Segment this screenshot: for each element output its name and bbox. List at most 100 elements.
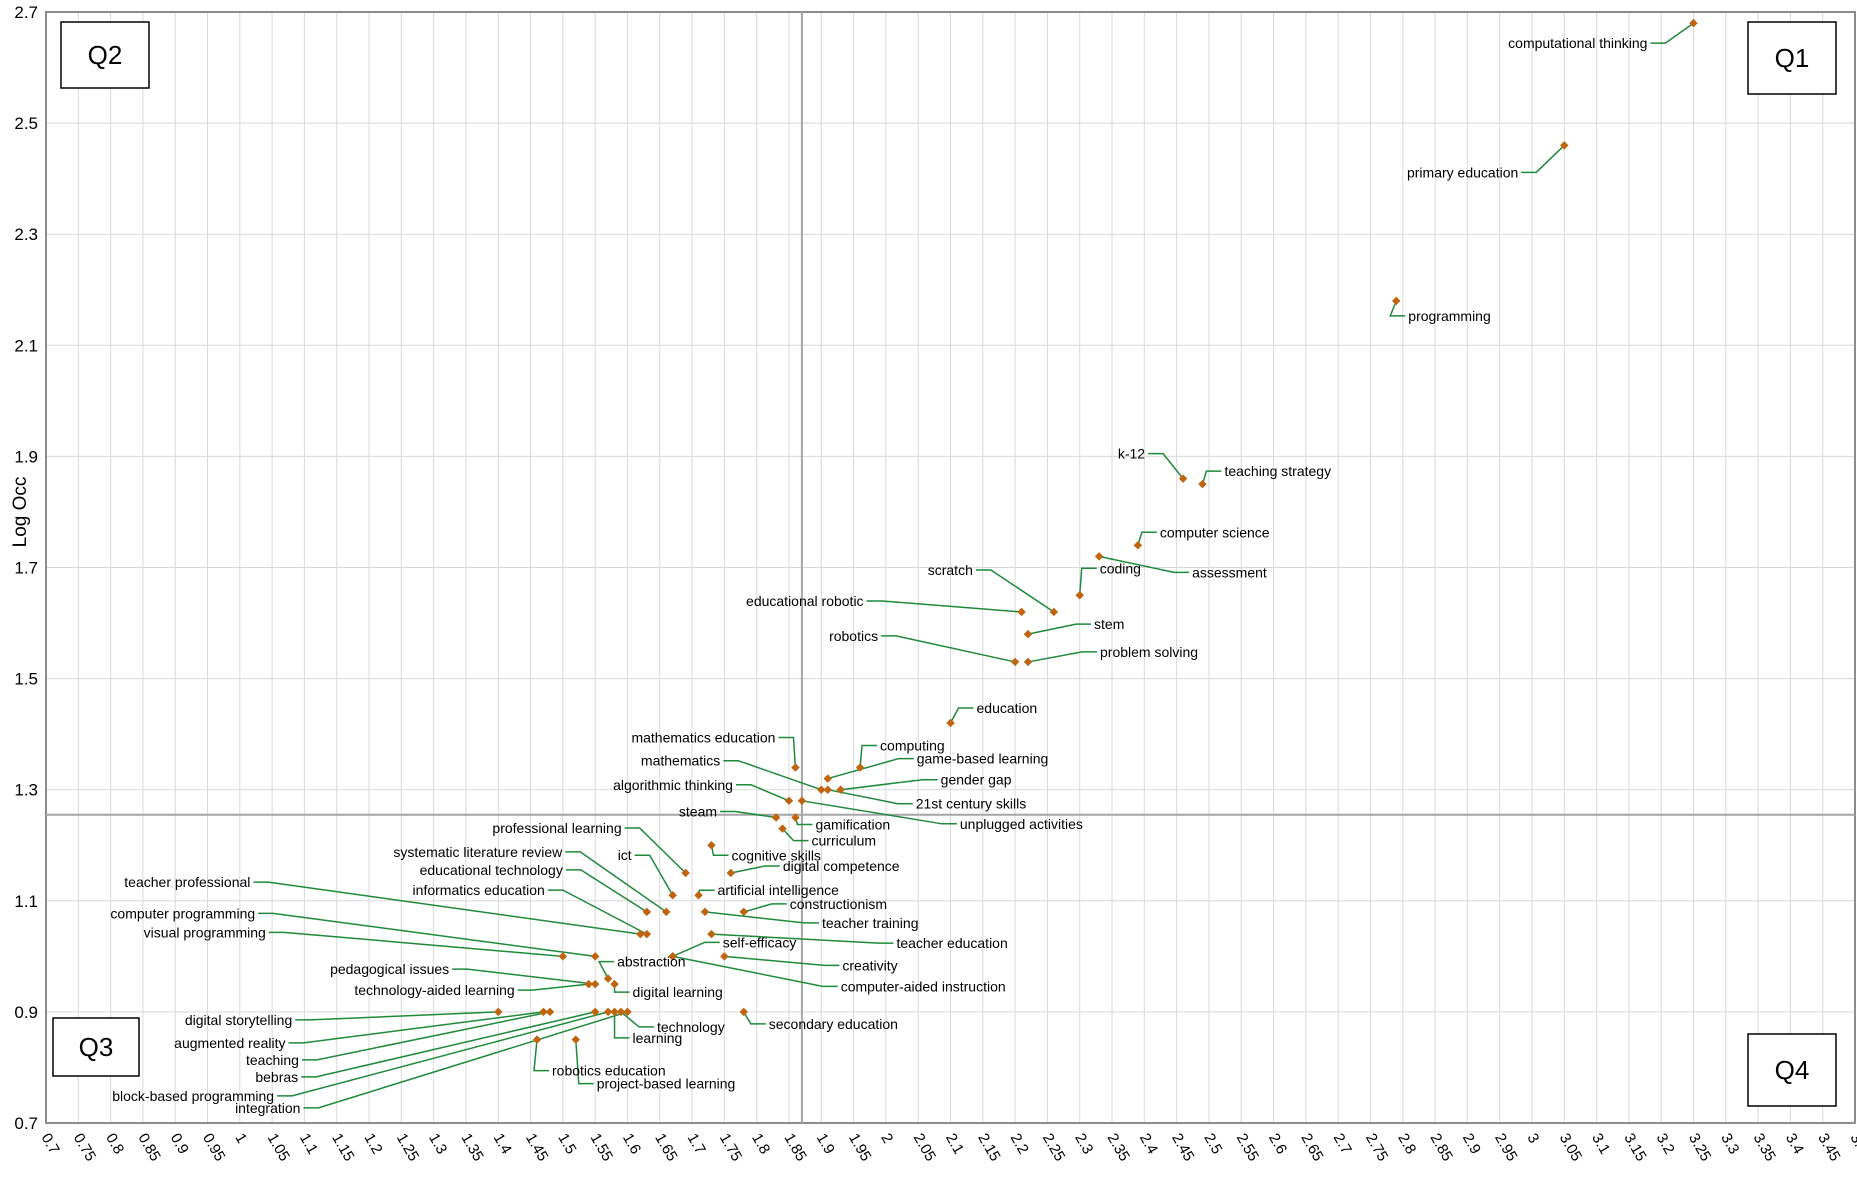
x-tick-label: 2.25 [1039,1131,1068,1165]
y-tick-label: 1.1 [14,892,38,911]
x-tick-label: 2.65 [1297,1131,1326,1165]
plot-frame [45,11,1856,1124]
x-tick-label: 2.6 [1265,1131,1290,1158]
x-tick-label: 1.4 [490,1131,515,1158]
data-point [1049,607,1059,617]
leader-line [1389,300,1406,317]
data-point [771,813,781,822]
data-point [668,952,677,961]
x-tick-label: 3.05 [1556,1131,1585,1165]
x-tick-label: 2.05 [910,1131,939,1165]
point-label: ict [618,847,632,863]
leader-line [1078,567,1097,596]
x-tick-label: 1.3 [425,1131,450,1158]
x-tick-label: 1.25 [393,1131,422,1165]
point-label: integration [235,1100,300,1116]
point-label: stem [1094,616,1124,632]
x-tick-label: 1.35 [457,1131,486,1165]
x-tick-label: 0.8 [102,1131,127,1158]
point-label: coding [1100,560,1141,576]
data-point [707,929,716,939]
point-label: assessment [1192,564,1267,580]
data-point [1075,591,1084,600]
data-point [823,785,832,794]
y-tick-label: 2.5 [14,114,38,133]
leader-line [452,968,596,985]
leader-line [301,1011,551,1061]
point-label: teacher education [896,935,1007,951]
data-point [1010,657,1020,667]
data-point [616,1007,626,1017]
point-label: gender gap [941,772,1012,788]
x-tick-label: 1.65 [651,1131,680,1165]
leader-line [253,881,641,935]
leader-line [575,1039,594,1085]
data-point [681,868,690,878]
quadrant-box [52,1017,140,1077]
quadrant-box [1747,21,1837,95]
leader-line [1650,22,1694,44]
data-point [603,974,613,983]
y-tick-label: 1.3 [14,781,38,800]
x-tick-label: 1 [231,1131,250,1147]
y-axis-label: Log Occ [10,477,31,548]
x-tick-label: 1.2 [361,1131,386,1158]
x-tick-label: 3.3 [1717,1131,1742,1158]
data-point [817,785,826,794]
point-label: constructionism [790,896,887,912]
leader-line [1027,651,1098,663]
data-point [784,796,794,806]
data-point [623,1007,632,1017]
x-tick-label: 1.5 [554,1131,579,1158]
point-label: secondary education [769,1016,898,1032]
data-point [739,907,748,917]
leader-line [827,757,914,780]
point-label: technology-aided learning [354,982,514,998]
data-point [1023,657,1033,667]
x-tick-label: 1.45 [522,1131,551,1165]
quadrant-labels: Q1 Q2 Q3 Q4 [52,21,1837,1107]
point-label: teaching strategy [1224,463,1331,479]
x-tick-label: 3.35 [1750,1131,1779,1165]
x-tick-label: 0.75 [70,1131,99,1165]
leader-line [801,800,957,825]
point-label: programming [1408,308,1490,324]
point-label: creativity [842,957,897,973]
data-point [558,952,568,961]
x-tick-label: 1.95 [845,1131,874,1165]
x-tick-label: 3.1 [1588,1131,1613,1158]
leader-line [975,569,1055,613]
leader-line [565,869,648,913]
data-point [494,1007,503,1017]
point-label: unplugged activities [960,816,1083,832]
x-tick-label: 3.4 [1782,1131,1807,1158]
data-point [694,891,703,900]
leader-line [268,931,563,958]
point-label: augmented reality [174,1035,285,1051]
point-label: mathematics education [631,729,775,745]
x-tick-label: 1.05 [264,1131,293,1165]
point-label: problem solving [1100,644,1198,660]
point-label: education [977,700,1038,716]
leader-line [781,828,809,842]
quadrant-label: Q2 [88,40,123,70]
point-label: bebras [255,1069,298,1085]
x-tick-label: 2.15 [974,1131,1003,1165]
x-tick-labels: 0.7 0.75 0.8 0.85 0.9 0.95 1 1.05 1.1 1.15 1.2 1.25… [38,1131,1857,1165]
point-label: systematic literature review [393,844,563,860]
data-point [707,841,716,850]
x-tick-label: 2 [877,1131,896,1147]
leader-line [827,788,913,805]
x-tick-label: 3.45 [1814,1131,1843,1165]
point-label: self-efficacy [723,934,797,950]
x-tick-label: 2.1 [942,1131,967,1158]
data-point [700,907,710,917]
leader-lines [253,22,1694,1109]
leader-line [743,903,787,913]
point-label: teacher professional [124,874,250,890]
point-label: digital storytelling [185,1012,292,1028]
point-label: cognitive skills [731,847,820,863]
leader-line [881,635,1016,663]
leader-line [295,1011,499,1021]
data-point [1133,541,1143,550]
